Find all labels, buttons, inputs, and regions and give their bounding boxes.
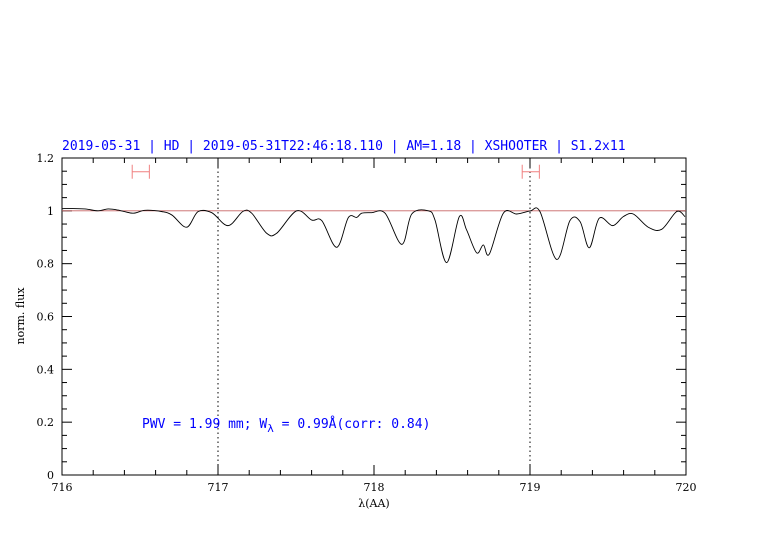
plot-marks [61,158,686,475]
spectrum-line [61,207,686,264]
y-tick-label: 0.4 [37,363,55,376]
y-tick-label: 0.6 [37,311,55,324]
x-tick-label: 720 [676,481,697,494]
y-tick-label: 1.2 [37,152,55,165]
x-tick-label: 716 [52,481,73,494]
x-tick-label: 717 [208,481,229,494]
annotation-subscript: λ [267,422,274,435]
x-tick-label: 718 [364,481,385,494]
chart-title: 2019-05-31 | HD | 2019-05-31T22:46:18.11… [62,139,626,154]
x-tick-label: 719 [520,481,541,494]
y-tick-label: 1 [47,205,54,218]
annotation-suffix: = 0.99Å(corr: 0.84) [274,416,431,432]
y-tick-label: 0 [47,469,54,482]
y-tick-label: 0.8 [37,258,55,271]
x-axis-label: λ(AA) [358,497,389,510]
annotation-prefix: PWV = 1.99 mm; W [142,417,267,432]
y-tick-label: 0.2 [37,416,55,429]
y-axis-label: norm. flux [14,287,27,345]
pwv-annotation: PWV = 1.99 mm; Wλ = 0.99Å(corr: 0.84) [142,416,430,435]
axes: 716 717 718 719 720 0 0.2 0.4 0.6 0.8 1 1.2 [37,152,697,494]
